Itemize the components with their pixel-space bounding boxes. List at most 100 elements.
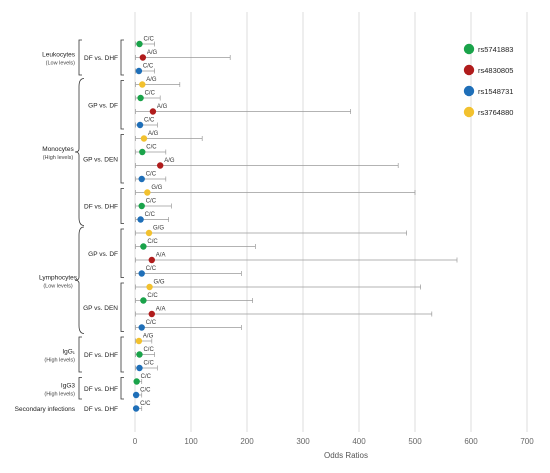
x-tick-label: 0 [133,437,138,446]
odds-ratio-point [149,108,157,115]
odds-ratio-point [132,391,140,399]
subgroup-label: GP vs. DEN [83,156,118,163]
genotype-label: C/C [145,212,156,218]
genotype-label: A/G [147,50,158,56]
x-tick-label: 700 [520,437,534,446]
odds-ratio-point [140,135,148,142]
group-sublabel: (High levels) [44,358,75,364]
odds-ratio-point [146,283,153,291]
legend-label: rs5741883 [478,45,513,54]
subgroup-bracket [120,188,124,224]
legend-label: rs3764880 [478,108,513,117]
x-tick-label: 200 [240,437,254,446]
subgroup-label: DF vs. DHF [84,204,118,211]
legend-swatch [463,43,475,55]
group-sublabel: (High levels) [44,391,75,397]
odds-ratio-point [135,67,143,75]
odds-ratio-point [140,243,147,250]
subgroup-label: GP vs. DEN [83,305,118,312]
genotype-label: C/C [146,145,157,151]
group-bracket [74,78,85,226]
subgroup-bracket [120,377,124,400]
odds-ratio-point [148,310,155,318]
genotype-label: G/G [151,185,162,191]
x-tick-label: 600 [464,437,478,446]
genotype-label: C/C [143,37,154,43]
odds-ratio-point [138,175,145,183]
group-label: IgG₁ [62,349,75,356]
subgroup-label: DF vs. DHF [84,386,118,393]
genotype-label: C/C [143,347,154,353]
odds-ratio-point [138,324,145,331]
x-tick-label: 400 [352,437,366,446]
legend-label: rs4830805 [478,66,513,75]
subgroup-bracket [120,39,124,76]
genotype-label: C/C [146,172,157,178]
odds-ratio-point [136,364,143,372]
x-tick-label: 300 [296,437,310,446]
odds-ratio-point [137,216,144,223]
odds-ratio-point [139,54,147,61]
genotype-label: A/G [146,77,157,83]
ci-layer [135,41,458,411]
odds-ratio-point [139,148,146,156]
x-axis: Odds Ratios 0 100 200 300 400 500 600 700 [133,437,534,460]
genotype-label: C/C [146,266,157,272]
genotype-label: G/G [154,280,165,286]
odds-ratio-point [140,297,147,304]
odds-ratio-point [144,189,151,196]
genotype-label: A/G [143,334,154,340]
subgroup-label: DF vs. DHF [84,55,118,62]
group-sublabel: (Low levels) [46,61,76,67]
subgroup-bracket [120,336,124,373]
legend-swatch [463,85,475,97]
odds-ratio-point [139,81,146,88]
group-label: Secondary infections [15,406,76,413]
group-bracket [78,39,82,76]
odds-ratio-point [145,229,153,237]
genotype-label: C/C [147,239,158,245]
odds-ratio-point [136,121,144,129]
genotype-label: C/C [146,320,157,326]
subgroup-bracket [120,282,124,332]
odds-ratio-point [148,256,155,264]
odds-ratio-point [136,40,143,48]
genotype-label: C/C [144,118,155,124]
genotype-label: C/C [143,64,154,70]
group-bracket [78,336,82,373]
group-bracket [74,226,85,334]
odds-ratio-point [138,270,145,277]
genotype-label: G/G [153,226,164,232]
x-axis-title: Odds Ratios [324,451,368,460]
group-label: Lymphocytes [39,274,78,281]
odds-ratio-point [138,202,145,210]
group-sublabel: (Low levels) [43,283,73,289]
subgroup-bracket [120,80,124,130]
group-bracket [78,377,82,400]
odds-ratio-point [136,351,143,358]
x-tick-label: 500 [408,437,422,446]
odds-ratio-point [133,378,140,385]
legend-label: rs1548731 [478,87,513,96]
odds-ratio-point [137,94,144,102]
genotype-label: C/C [146,199,157,205]
x-tick-label: 100 [184,437,198,446]
grid-layer [134,12,528,432]
genotype-label: A/A [156,307,166,313]
odds-ratio-point [132,405,140,412]
odds-ratio-point [157,162,164,169]
group-label-layer: DF vs. DHF Leukocytes (Low levels) GP vs. D… [15,39,124,413]
legend-swatch [463,106,475,118]
genotype-label: C/C [140,388,151,394]
genotype-label-layer: C/C A/G C/C A/G C/C A/G C/C A/G C/C A/G C/C G/G C/C C… [140,37,175,408]
subgroup-bracket [120,228,124,278]
genotype-label: A/G [157,104,168,110]
legend: rs5741883 rs4830805 rs1548731 rs3764880 [463,43,513,118]
genotype-label: C/C [140,401,151,407]
genotype-label: A/G [164,158,175,164]
subgroup-label: GP vs. DF [88,251,118,258]
genotype-label: C/C [145,91,156,97]
genotype-label: A/A [156,253,166,259]
genotype-label: C/C [141,374,152,380]
